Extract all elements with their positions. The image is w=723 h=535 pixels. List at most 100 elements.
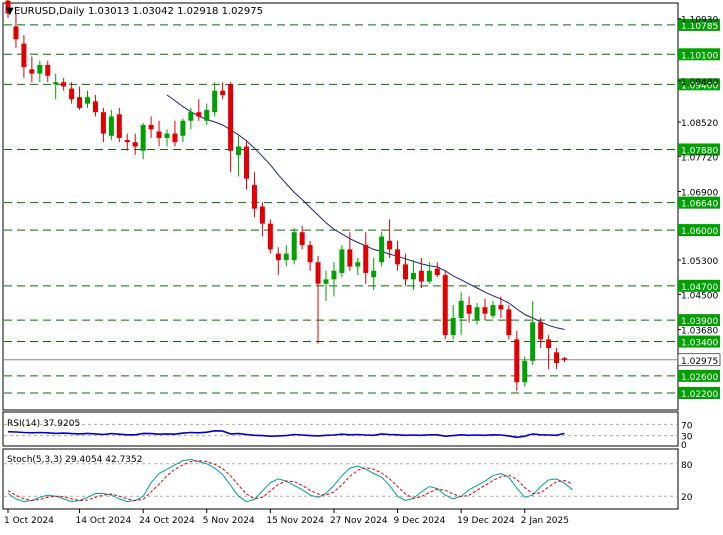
candle-body-57 [458,300,464,318]
stoch-title: Stoch(5,3,3) 29.4054 42.7352 [7,455,142,465]
level-tag-6 [678,279,720,292]
candle-body-40 [323,279,329,284]
candle-body-32 [259,206,265,224]
candle-body-21 [172,133,178,143]
candle-body-8 [69,88,75,100]
candle-body-65 [522,360,528,383]
current-price-label: 1.02975 [681,357,718,367]
candle-body-33 [267,223,273,250]
rsi-tick-label-2: 0 [681,441,687,451]
candle-body-36 [291,232,297,261]
level-tag-5 [678,224,720,237]
level-label-7: 1.03900 [681,317,718,327]
candles-layer [5,0,567,391]
candle-body-66 [530,322,536,361]
candle-body-31 [251,185,257,209]
candle-body-45 [363,245,369,273]
candle-body-39 [315,262,321,284]
candle-body-60 [482,307,488,314]
candle-body-3 [29,69,35,74]
candle-body-17 [140,125,146,151]
level-label-5: 1.06000 [681,227,718,237]
candle-body-46 [371,270,377,278]
candle-body-61 [490,305,496,316]
price-panel-frame [2,2,679,411]
time-tick-label-6: 9 Dec 2024 [394,516,446,526]
header-symbol: EURUSD,Daily [14,6,85,17]
candle-body-48 [387,240,393,250]
header-symbol-icon: ▼ [6,6,14,17]
stoch-layer: 80 20 [4,458,693,503]
price-tick-label-4: 1.06900 [681,188,718,198]
candle-body-35 [283,253,289,261]
candle-body-49 [395,249,401,265]
candle-body-69 [554,352,560,363]
rsi-tick-label-0: 70 [681,421,693,431]
candle-body-68 [546,339,552,348]
candle-body-59 [474,307,480,321]
candle-body-64 [514,339,520,383]
rsi-title: RSI(14) 37.9205 [7,419,80,429]
candle-body-26 [212,90,218,113]
candle-body-18 [148,125,154,130]
time-tick-label-8: 2 Jan 2025 [521,516,569,526]
candle-body-37 [299,232,305,246]
stoch-panel-frame [2,448,679,510]
level-label-10: 1.02200 [681,390,718,400]
header-ohlc: 1.03013 1.03042 1.02918 1.02975 [88,6,263,17]
time-tick-label-0: 1 Oct 2024 [4,516,54,526]
level-label-6: 1.04700 [681,283,718,293]
time-tick-label-1: 14 Oct 2024 [76,516,132,526]
price-tick-label-1: 1.09480 [681,78,718,88]
candle-body-63 [506,309,512,336]
level-label-4: 1.06640 [681,200,718,210]
price-levels-layer [4,24,677,394]
time-tick-label-5: 27 Nov 2024 [330,516,388,526]
stoch-series-0 [7,458,573,503]
candle-body-47 [379,236,385,263]
time-tick-label-4: 15 Nov 2024 [266,516,324,526]
candle-body-20 [164,133,170,138]
candle-body-44 [355,262,361,267]
candle-body-53 [426,270,432,282]
level-label-8: 1.03400 [681,339,718,349]
candle-body-24 [196,112,202,117]
candle-body-58 [466,305,472,314]
price-tick-label-7: 1.03680 [681,327,718,337]
level-tag-1 [678,48,720,61]
candle-body-1 [13,26,19,40]
rsi-layer: 70 300 [4,421,693,451]
price-tick-label-3: 1.07720 [681,153,718,163]
candle-body-11 [92,101,98,113]
candle-body-0 [5,0,11,14]
candle-body-62 [498,305,504,310]
candle-body-13 [108,116,114,136]
candle-body-4 [37,65,43,74]
stoch-tick-label-1: 20 [681,493,693,503]
stoch-tick-label-0: 80 [681,461,693,471]
candle-body-16 [132,142,138,147]
candle-body-27 [220,90,226,96]
candle-body-9 [77,97,83,108]
price-tick-label-2: 1.08520 [681,119,718,129]
candle-body-14 [116,114,122,138]
candle-body-2 [21,43,27,68]
candle-body-29 [236,146,242,156]
level-tag-7 [678,314,720,327]
price-axis: 1.10785 1.10100 1.09400 1.07880 1.06640 1.060… [677,16,721,400]
rsi-panel-frame [2,411,679,447]
candle-body-28 [228,84,234,151]
level-tag-4 [678,196,720,209]
level-label-3: 1.07880 [681,146,718,156]
rsi-tick-label-1: 30 [681,433,693,443]
level-tag-10 [678,386,720,399]
candle-body-54 [434,268,440,276]
level-tag-9 [678,369,720,382]
level-label-1: 1.10100 [681,51,718,61]
candle-body-30 [244,146,249,179]
candle-body-5 [45,65,51,76]
time-tick-label-7: 19 Dec 2024 [457,516,515,526]
candle-body-6 [53,82,59,85]
candle-body-15 [124,140,130,143]
